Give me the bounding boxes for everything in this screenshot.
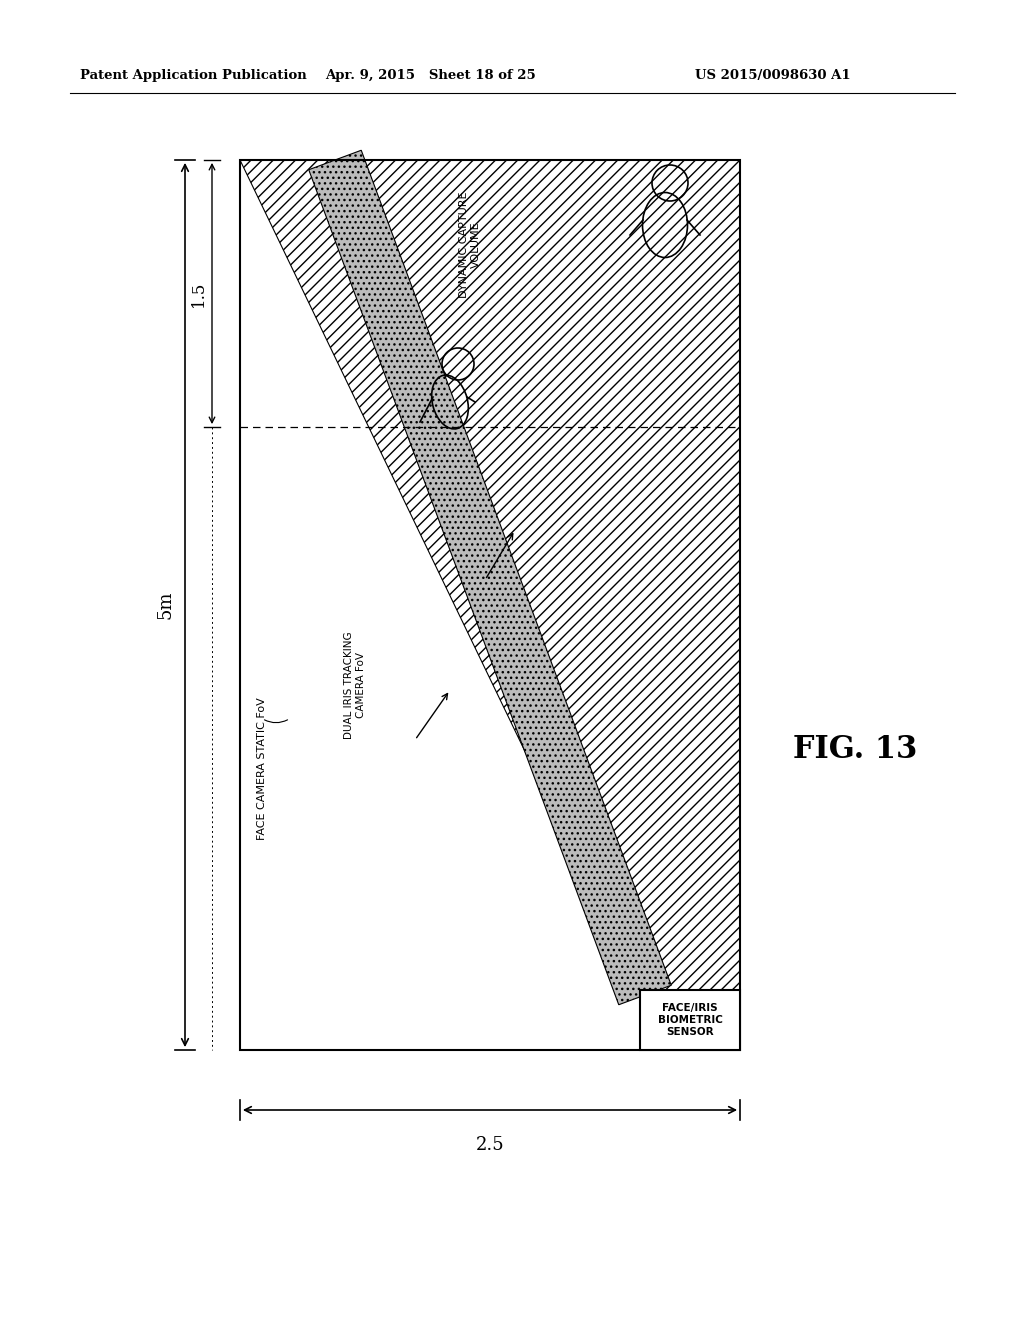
Polygon shape [240,160,740,990]
Text: Patent Application Publication: Patent Application Publication [80,69,307,82]
Polygon shape [640,990,740,1049]
Text: DYNAMIC CAPTURE
VOLUME: DYNAMIC CAPTURE VOLUME [459,191,481,298]
Text: BIOMETRIC: BIOMETRIC [657,1015,723,1026]
Text: FACE/IRIS: FACE/IRIS [663,1003,718,1012]
Text: 5m: 5m [156,591,174,619]
Text: FIG. 13: FIG. 13 [793,734,918,766]
Text: US 2015/0098630 A1: US 2015/0098630 A1 [695,69,851,82]
Text: DUAL IRIS TRACKING
CAMERA FoV: DUAL IRIS TRACKING CAMERA FoV [344,631,366,739]
Text: 1.5: 1.5 [189,280,207,306]
Text: 2.5: 2.5 [476,1137,504,1154]
Polygon shape [309,150,672,1005]
Text: FACE CAMERA STATIC FoV: FACE CAMERA STATIC FoV [257,697,267,840]
Text: Apr. 9, 2015   Sheet 18 of 25: Apr. 9, 2015 Sheet 18 of 25 [325,69,536,82]
Text: SENSOR: SENSOR [667,1027,714,1038]
